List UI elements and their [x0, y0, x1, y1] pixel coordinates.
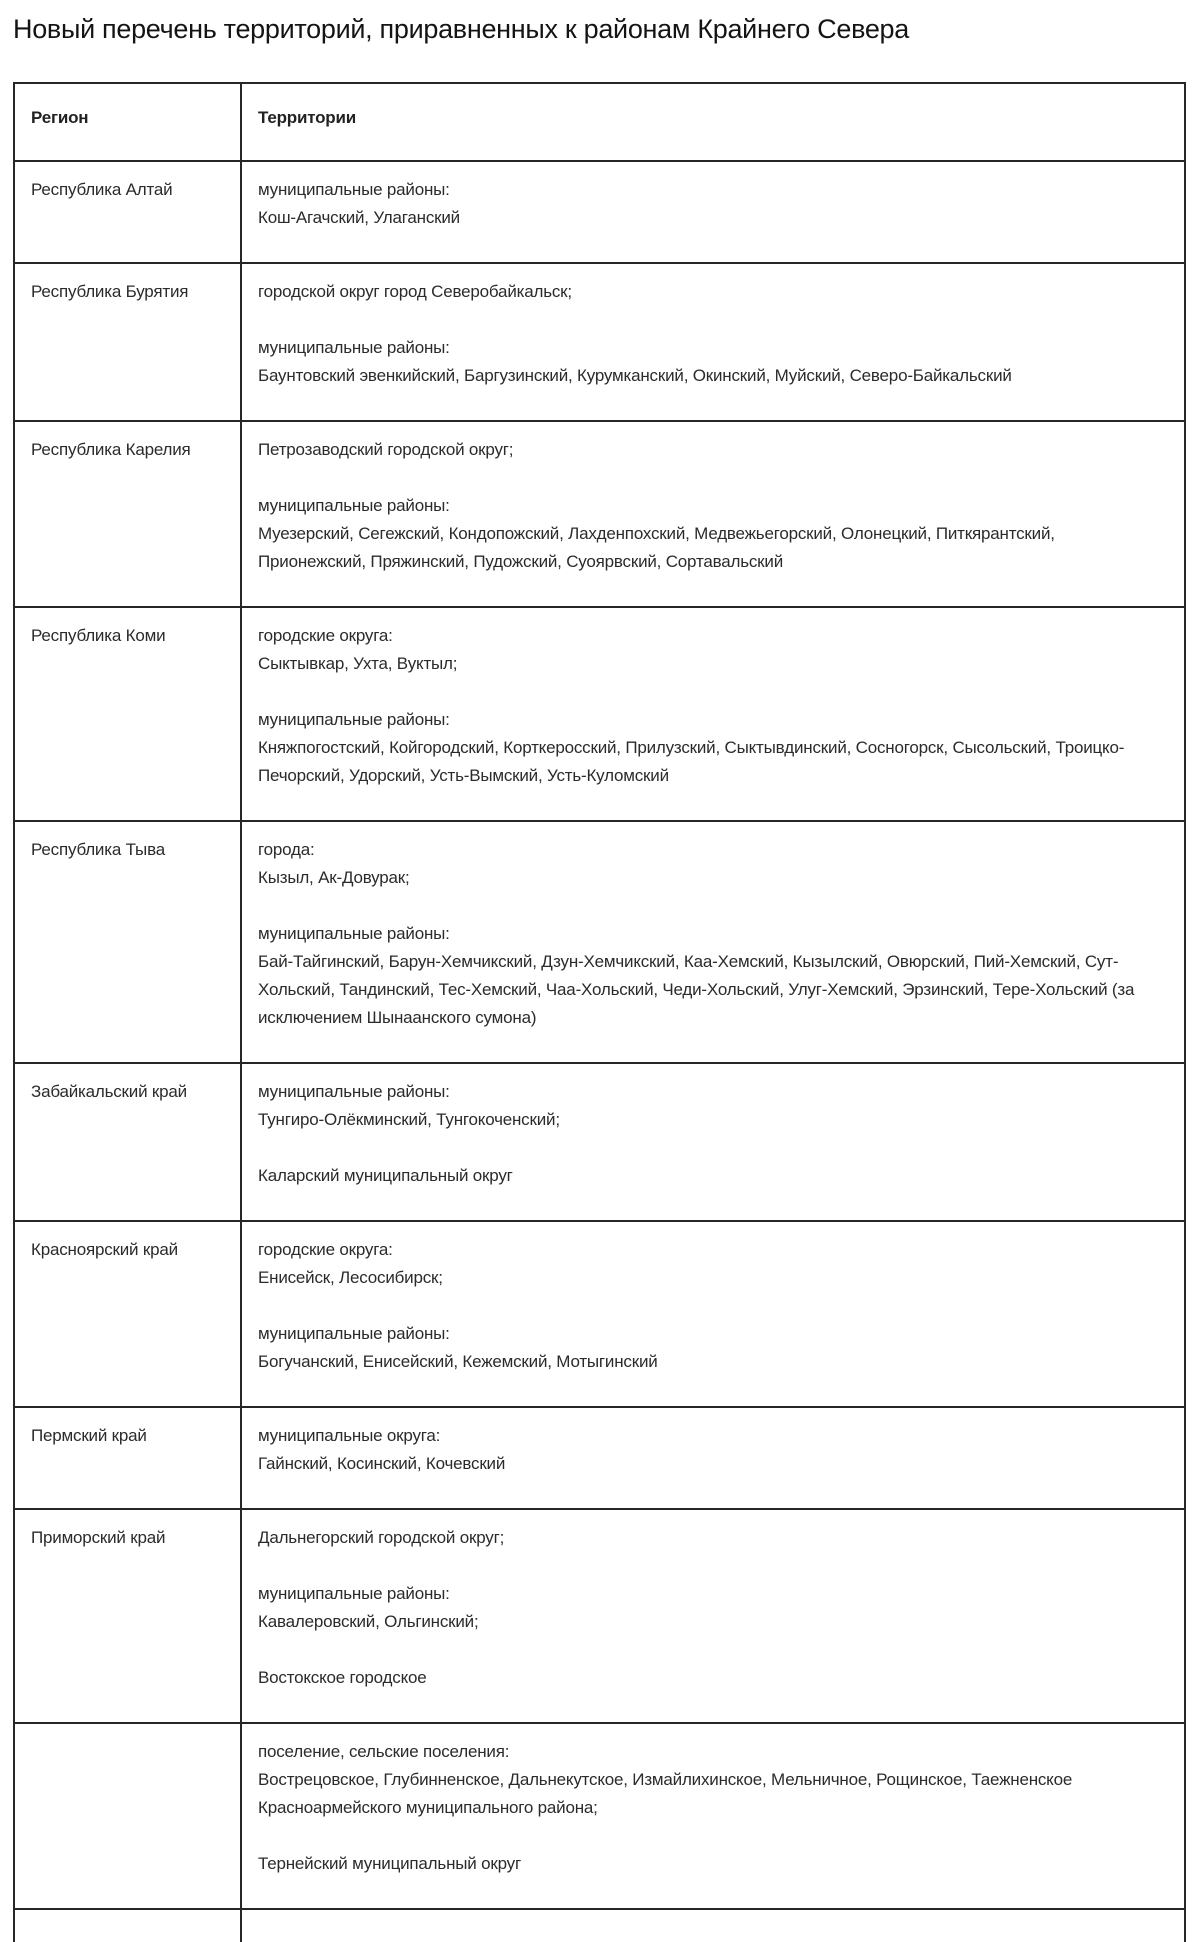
table-body: Республика Алтай муниципальные районы: К…: [13, 160, 1186, 1910]
territories-cell-empty: [240, 1908, 1186, 1942]
table-row: Республика Бурятия городской округ город…: [13, 262, 1186, 422]
table-row: Республика Карелия Петрозаводский городс…: [13, 420, 1186, 608]
territories-cell: Дальнегорский городской округ; муниципал…: [240, 1508, 1186, 1724]
region-cell-empty: [13, 1908, 242, 1942]
page-title: Новый перечень территорий, приравненных …: [13, 14, 909, 44]
region-cell: Республика Алтай: [13, 160, 242, 264]
territories-cell: города: Кызыл, Ак-Довурак; муниципальные…: [240, 820, 1186, 1064]
territories-cell: муниципальные районы: Тунгиро-Олёкмински…: [240, 1062, 1186, 1222]
territories-cell: муниципальные округа: Гайнский, Косински…: [240, 1406, 1186, 1510]
column-header-territories: Территории: [240, 82, 1186, 162]
region-cell: Республика Бурятия: [13, 262, 242, 422]
territories-cell: поселение, сельские поселения: Вострецов…: [240, 1722, 1186, 1910]
table-row-partial: [13, 1908, 1186, 1942]
region-cell: Красноярский край: [13, 1220, 242, 1408]
table-row: Республика Тыва города: Кызыл, Ак-Довура…: [13, 820, 1186, 1064]
region-cell: Забайкальский край: [13, 1062, 242, 1222]
table-header: Регион Территории: [13, 82, 1186, 162]
column-header-region: Регион: [13, 82, 242, 162]
territories-cell: Петрозаводский городской округ; муниципа…: [240, 420, 1186, 608]
territories-cell: городской округ город Северобайкальск; м…: [240, 262, 1186, 422]
table-row: Забайкальский край муниципальные районы:…: [13, 1062, 1186, 1222]
table-body-overflow: [13, 1908, 1186, 1942]
table-row: Пермский край муниципальные округа: Гайн…: [13, 1406, 1186, 1510]
region-cell: Республика Тыва: [13, 820, 242, 1064]
region-cell: [13, 1722, 242, 1910]
region-cell: Пермский край: [13, 1406, 242, 1510]
territories-cell: муниципальные районы: Кош-Агачский, Улаг…: [240, 160, 1186, 264]
table-row: Республика Алтай муниципальные районы: К…: [13, 160, 1186, 264]
region-cell: Республика Коми: [13, 606, 242, 822]
regions-table: Регион Территории Республика Алтай муниц…: [13, 82, 1186, 1942]
region-cell: Республика Карелия: [13, 420, 242, 608]
table-row: Приморский край Дальнегорский городской …: [13, 1508, 1186, 1724]
table-row: поселение, сельские поселения: Вострецов…: [13, 1722, 1186, 1910]
territories-cell: городские округа: Сыктывкар, Ухта, Вукты…: [240, 606, 1186, 822]
table-row: Красноярский край городские округа: Енис…: [13, 1220, 1186, 1408]
territories-cell: городские округа: Енисейск, Лесосибирск;…: [240, 1220, 1186, 1408]
region-cell: Приморский край: [13, 1508, 242, 1724]
header-row: Регион Территории: [13, 82, 1186, 162]
table-row: Республика Коми городские округа: Сыктыв…: [13, 606, 1186, 822]
